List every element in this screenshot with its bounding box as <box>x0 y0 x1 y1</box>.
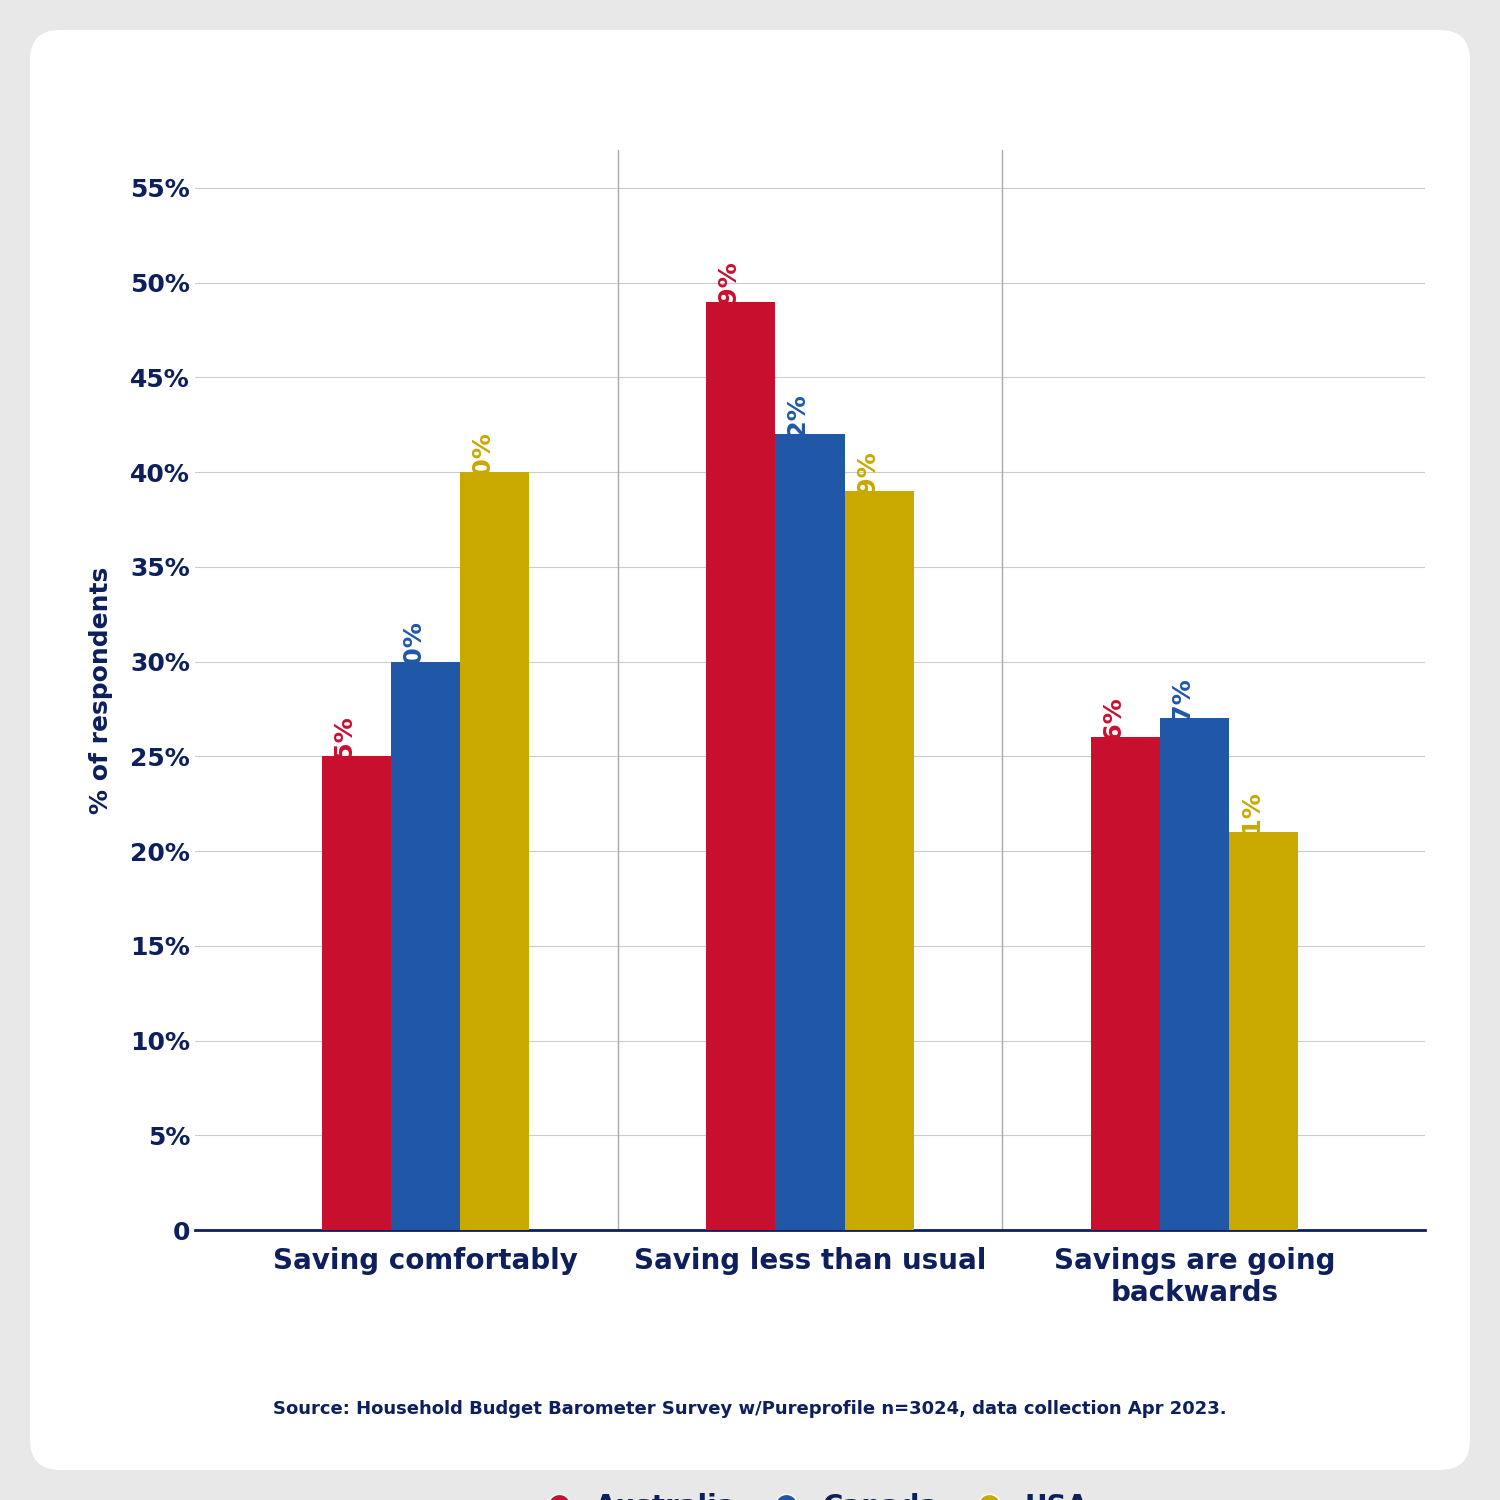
Bar <box>776 433 844 1230</box>
Text: 39%: 39% <box>855 450 879 510</box>
Y-axis label: % of respondents: % of respondents <box>90 567 114 813</box>
Bar <box>1160 718 1228 1230</box>
Text: 27%: 27% <box>1170 676 1194 736</box>
Text: 26%: 26% <box>1101 696 1125 756</box>
Text: Source: Household Budget Barometer Survey w/Pureprofile n=3024, data collection : Source: Household Budget Barometer Surve… <box>273 1400 1227 1417</box>
Bar <box>1090 738 1160 1230</box>
Legend: Australia, Canada, USA: Australia, Canada, USA <box>520 1482 1100 1500</box>
Bar <box>460 472 530 1230</box>
Bar <box>706 302 776 1230</box>
Text: 30%: 30% <box>402 621 426 680</box>
Bar <box>1228 833 1298 1230</box>
Bar <box>392 662 460 1230</box>
Text: 49%: 49% <box>717 261 741 320</box>
Text: 21%: 21% <box>1239 790 1263 850</box>
Text: 25%: 25% <box>333 716 357 776</box>
Text: 42%: 42% <box>786 393 810 453</box>
Bar <box>844 490 914 1230</box>
Bar <box>322 756 392 1230</box>
Text: 40%: 40% <box>471 430 495 490</box>
